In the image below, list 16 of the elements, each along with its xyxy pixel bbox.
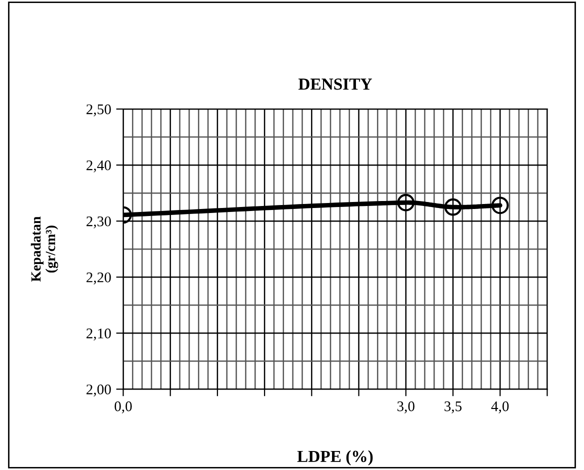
x-tick-label: 3,0 [397,401,414,414]
x-axis-title: LDPE (%) [297,450,373,466]
y-tick-label: 2,00 [86,384,111,396]
chart-title: DENSITY [298,78,372,90]
y-tick-label: 2,40 [86,160,111,172]
y-axis-title: Kepadatan (gr/cm³) [30,216,58,282]
y-tick-label: 2,20 [86,272,111,284]
y-tick-label: 2,30 [86,216,111,228]
point [444,198,462,216]
x-tick-label: 0,0 [114,401,132,414]
y-tick-label: 2,50 [86,104,111,116]
x-tick-label: 4,0 [491,401,509,414]
x-tick-label: 3,5 [444,401,462,414]
point [397,194,415,212]
point [491,196,509,214]
y-tick-label: 2,10 [86,328,111,340]
